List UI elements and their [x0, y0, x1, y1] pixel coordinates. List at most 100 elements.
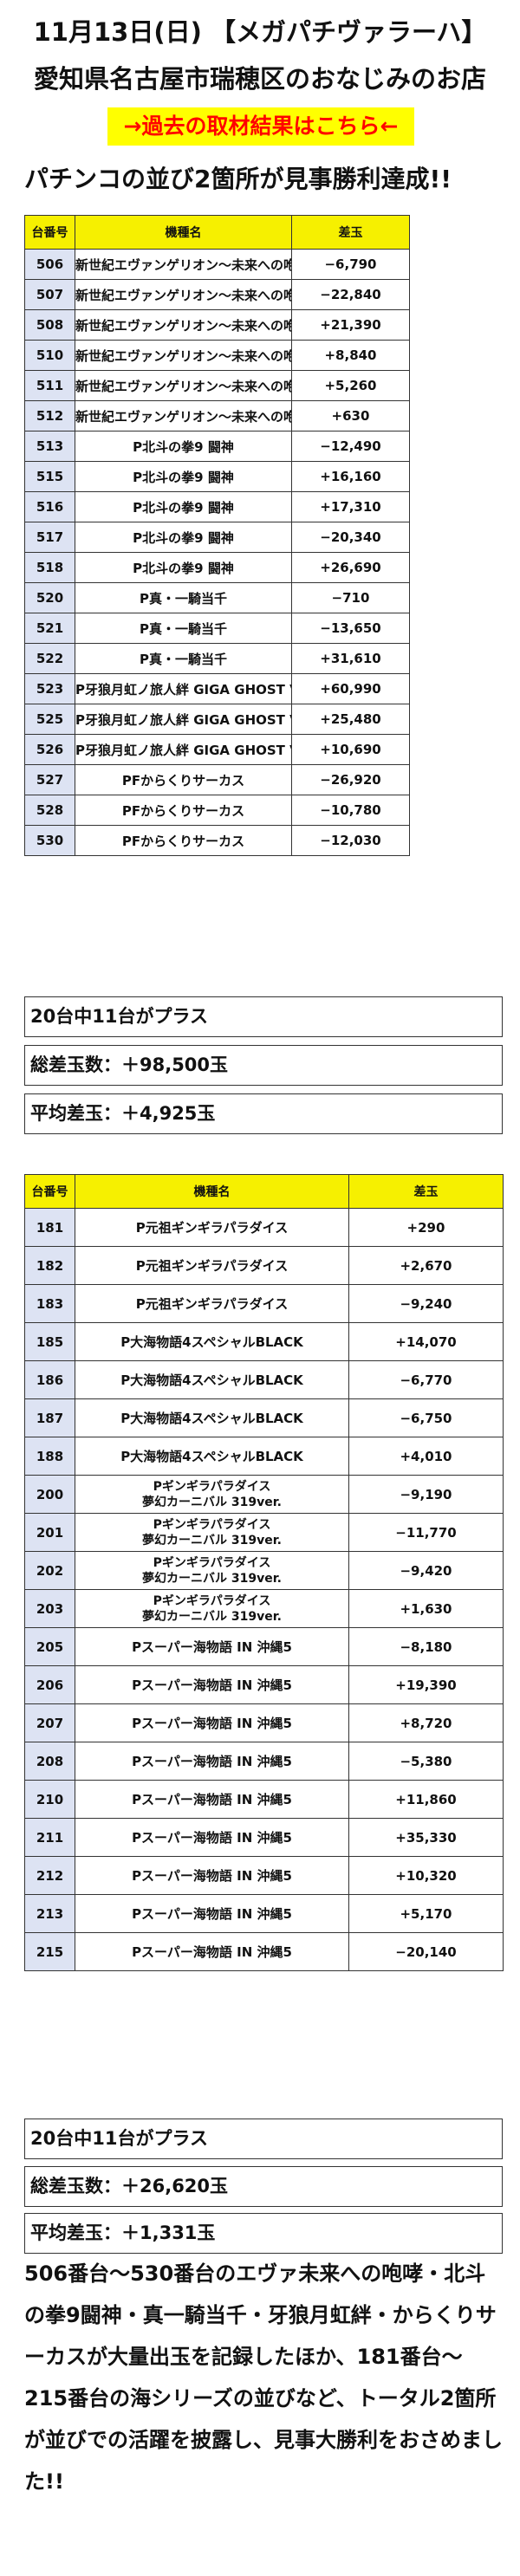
model-name-cell: P牙狼月虹ノ旅人絆 GIGA GHOST Ver.: [75, 704, 292, 735]
machine-number-cell: 507: [24, 279, 75, 310]
summary-plus-count-2: 20台中11台がプラス: [24, 2119, 503, 2159]
table-row: 520 P真・一騎当千 −710: [24, 582, 410, 613]
model-name-line-1: Pギンギラパラダイス: [153, 1517, 271, 1532]
model-name-cell: P北斗の拳9 闘神: [75, 491, 292, 522]
diff-cell: +21,390: [291, 309, 410, 341]
results-table-2: 台番号 機種名 差玉 181 P元祖ギンギラパラダイス +290 182 P元祖ギンギラ…: [24, 1174, 504, 1971]
machine-number-cell: 508: [24, 309, 75, 341]
machine-number-cell: 530: [24, 825, 75, 856]
table-row: 187 P大海物語4スペシャルBLACK −6,750: [24, 1398, 504, 1437]
diff-cell: +5,170: [348, 1894, 504, 1933]
model-name-line-2: 夢幻カーニバル 319ver.: [142, 1495, 282, 1509]
diff-cell: −9,240: [348, 1284, 504, 1323]
model-name-cell: Pスーパー海物語 IN 沖縄5: [75, 1742, 349, 1781]
summary-total-1: 総差玉数：＋98,500玉: [24, 1045, 503, 1086]
machine-number-cell: 526: [24, 734, 75, 765]
diff-cell: +17,310: [291, 491, 410, 522]
model-name-line-2: 夢幻カーニバル 319ver.: [142, 1609, 282, 1624]
machine-number-cell: 181: [24, 1208, 75, 1247]
table-row: 183 P元祖ギンギラパラダイス −9,240: [24, 1284, 504, 1323]
diff-cell: −13,650: [291, 613, 410, 644]
model-name-cell: P真・一騎当千: [75, 613, 292, 644]
model-name-line-1: Pギンギラパラダイス: [153, 1479, 271, 1494]
diff-cell: −20,140: [348, 1932, 504, 1971]
column-header-machine-no: 台番号: [24, 215, 75, 250]
machine-number-cell: 215: [24, 1932, 75, 1971]
table-row: 206 Pスーパー海物語 IN 沖縄5 +19,390: [24, 1665, 504, 1704]
model-name-line-2: 夢幻カーニバル 319ver.: [142, 1571, 282, 1586]
machine-number-cell: 202: [24, 1551, 75, 1590]
machine-number-cell: 212: [24, 1856, 75, 1895]
model-name-cell: Pスーパー海物語 IN 沖縄5: [75, 1703, 349, 1742]
past-results-link[interactable]: →過去の取材結果はこちら←: [107, 107, 414, 146]
table-row: 181 P元祖ギンギラパラダイス +290: [24, 1208, 504, 1247]
diff-cell: −11,770: [348, 1513, 504, 1552]
model-name-cell: Pスーパー海物語 IN 沖縄5: [75, 1932, 349, 1971]
diff-cell: +26,690: [291, 552, 410, 583]
machine-number-cell: 182: [24, 1246, 75, 1285]
machine-number-cell: 512: [24, 400, 75, 431]
table-row: 210 Pスーパー海物語 IN 沖縄5 +11,860: [24, 1780, 504, 1819]
machine-number-cell: 208: [24, 1742, 75, 1781]
diff-cell: +5,260: [291, 370, 410, 401]
model-name-cell: P北斗の拳9 闘神: [75, 552, 292, 583]
results-table-1: 台番号 機種名 差玉 506新世紀エヴァンゲリオン〜未来への咆哮〜−6,7905…: [24, 215, 410, 856]
model-name-cell: 新世紀エヴァンゲリオン〜未来への咆哮〜: [75, 309, 292, 341]
table-row: 182 P元祖ギンギラパラダイス +2,670: [24, 1246, 504, 1285]
summary-average-2: 平均差玉：＋1,331玉: [24, 2213, 503, 2254]
machine-number-cell: 210: [24, 1780, 75, 1819]
diff-cell: +14,070: [348, 1322, 504, 1361]
diff-cell: +16,160: [291, 461, 410, 492]
diff-cell: +8,840: [291, 340, 410, 371]
model-name-cell: 新世紀エヴァンゲリオン〜未来への咆哮〜: [75, 340, 292, 371]
machine-number-cell: 201: [24, 1513, 75, 1552]
machine-number-cell: 520: [24, 582, 75, 613]
table-row: 207 Pスーパー海物語 IN 沖縄5 +8,720: [24, 1703, 504, 1742]
summary-total-2: 総差玉数：＋26,620玉: [24, 2166, 503, 2207]
machine-number-cell: 515: [24, 461, 75, 492]
diff-cell: +11,860: [348, 1780, 504, 1819]
table-row: 516 P北斗の拳9 闘神 +17,310: [24, 491, 410, 522]
machine-number-cell: 205: [24, 1627, 75, 1666]
table-row: 208 Pスーパー海物語 IN 沖縄5 −5,380: [24, 1742, 504, 1781]
model-name-cell: Pスーパー海物語 IN 沖縄5: [75, 1894, 349, 1933]
headline: パチンコの並び2箇所が見事勝利達成!!: [24, 165, 452, 193]
machine-number-cell: 183: [24, 1284, 75, 1323]
machine-number-cell: 523: [24, 673, 75, 704]
column-header-model: 機種名: [75, 1174, 349, 1209]
diff-cell: −8,180: [348, 1627, 504, 1666]
diff-cell: +630: [291, 400, 410, 431]
machine-number-cell: 207: [24, 1703, 75, 1742]
model-name-cell: Pスーパー海物語 IN 沖縄5: [75, 1780, 349, 1819]
diff-cell: −12,030: [291, 825, 410, 856]
table-row: 211 Pスーパー海物語 IN 沖縄5 +35,330: [24, 1818, 504, 1857]
model-name-cell: PFからくりサーカス: [75, 795, 292, 826]
machine-number-cell: 185: [24, 1322, 75, 1361]
machine-number-cell: 528: [24, 795, 75, 826]
model-name-cell: 新世紀エヴァンゲリオン〜未来への咆哮〜: [75, 400, 292, 431]
machine-number-cell: 511: [24, 370, 75, 401]
model-name-cell: 新世紀エヴァンゲリオン〜未来への咆哮〜: [75, 370, 292, 401]
model-name-cell: P大海物語4スペシャルBLACK: [75, 1398, 349, 1437]
model-name-cell: P大海物語4スペシャルBLACK: [75, 1437, 349, 1476]
model-name-cell: P大海物語4スペシャルBLACK: [75, 1322, 349, 1361]
column-header-diff: 差玉: [348, 1174, 504, 1209]
table-row: 203 Pギンギラパラダイス 夢幻カーニバル 319ver. +1,630: [24, 1589, 504, 1628]
table-header-row: 台番号 機種名 差玉: [24, 1174, 504, 1209]
model-name-cell: Pスーパー海物語 IN 沖縄5: [75, 1818, 349, 1857]
model-name-cell: P元祖ギンギラパラダイス: [75, 1208, 349, 1247]
machine-number-cell: 510: [24, 340, 75, 371]
diff-cell: +10,690: [291, 734, 410, 765]
table-row: 515 P北斗の拳9 闘神 +16,160: [24, 461, 410, 492]
diff-cell: +19,390: [348, 1665, 504, 1704]
table-row: 517 P北斗の拳9 闘神 −20,340: [24, 522, 410, 553]
diff-cell: −26,920: [291, 764, 410, 795]
machine-number-cell: 517: [24, 522, 75, 553]
table-row: 528 PFからくりサーカス −10,780: [24, 795, 410, 826]
store-title: 愛知県名古屋市瑞穂区のおなじみのお店: [33, 64, 486, 94]
